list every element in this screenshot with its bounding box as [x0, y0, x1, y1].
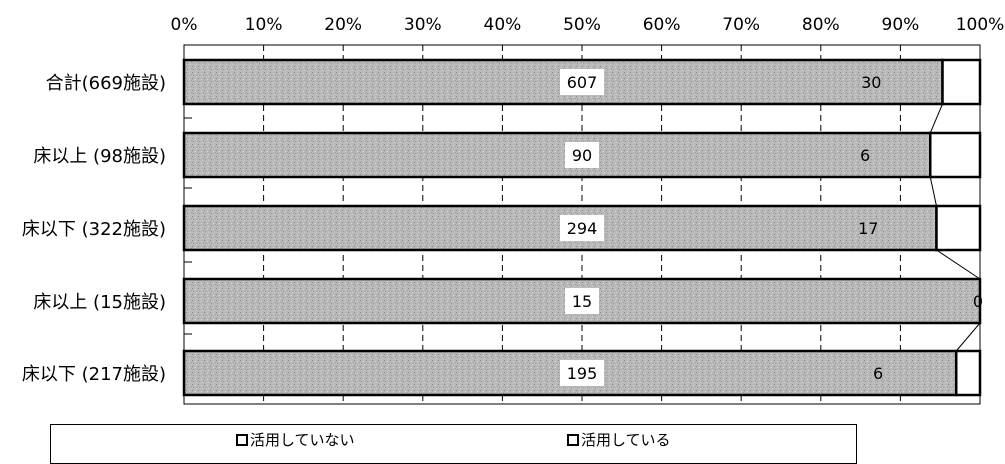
- category-label: 床以下 (217施設): [22, 364, 166, 385]
- data-label-not-used: 294: [567, 219, 598, 238]
- x-tick-label: 80%: [802, 15, 840, 35]
- bar-not-used: [182, 131, 932, 179]
- bar-used: [954, 349, 982, 397]
- bar-used: [941, 58, 982, 106]
- legend-swatch-not-used: [236, 433, 248, 446]
- legend-label-used: 活用している: [581, 431, 671, 449]
- x-tick-label: 50%: [563, 15, 601, 35]
- series-connector: [955, 322, 981, 352]
- series-connector: [936, 249, 981, 280]
- stacked-bar-chart: 0% 10% 20% 30% 40% 50% 60% 70% 80% 90% 100% 607 30 9…: [22, 15, 1005, 405]
- data-label-bg: [565, 288, 599, 314]
- x-tick-label: 0%: [171, 15, 198, 35]
- bar-used: [929, 131, 982, 179]
- legend-label-not-used: 活用していない: [250, 431, 355, 449]
- data-label-bg: [560, 69, 604, 95]
- x-tick-label: 10%: [245, 15, 283, 35]
- bar-used: [935, 204, 982, 252]
- x-tick-label: 20%: [324, 15, 362, 35]
- legend-item-used: 活用している: [567, 429, 671, 450]
- series-connector: [929, 103, 943, 134]
- data-label-not-used: 607: [567, 73, 598, 92]
- x-tick-label: 90%: [882, 15, 920, 35]
- x-tick-label: 40%: [484, 15, 522, 35]
- bars: 607 30 90 6 294 17 15 0 195 6: [182, 58, 983, 397]
- x-tick-label: 100%: [956, 15, 1005, 35]
- data-label-used: 6: [873, 364, 883, 383]
- data-label-used: 6: [860, 146, 870, 165]
- x-tick-label: 30%: [404, 15, 442, 35]
- data-label-used: 17: [858, 219, 878, 238]
- data-label-used: 0: [973, 292, 983, 311]
- category-label: 合計(669施設): [46, 73, 166, 94]
- data-label-bg: [560, 215, 604, 241]
- data-label-not-used: 195: [567, 364, 598, 383]
- category-label: 床以下 (322施設): [22, 219, 166, 240]
- x-tick-label: 60%: [643, 15, 681, 35]
- legend-swatch-used: [567, 433, 579, 446]
- bar-not-used: [182, 349, 958, 397]
- data-label-not-used: 90: [572, 146, 592, 165]
- category-label: 床以上 (98施設): [33, 146, 166, 167]
- x-tick-labels: 0% 10% 20% 30% 40% 50% 60% 70% 80% 90% 100%: [171, 15, 1005, 35]
- category-labels: 合計(669施設) 床以上 (98施設) 床以下 (322施設) 床以上 (15施設)…: [22, 73, 166, 385]
- series-connector: [929, 176, 937, 207]
- legend: 活用していない 活用している: [50, 424, 857, 464]
- x-tick-label: 70%: [722, 15, 760, 35]
- data-label-bg: [560, 360, 604, 386]
- legend-item-not-used: 活用していない: [236, 429, 355, 450]
- category-label: 床以上 (15施設): [33, 292, 166, 313]
- data-label-not-used: 15: [572, 292, 592, 311]
- data-label-bg: [565, 142, 599, 168]
- data-label-used: 30: [861, 73, 881, 92]
